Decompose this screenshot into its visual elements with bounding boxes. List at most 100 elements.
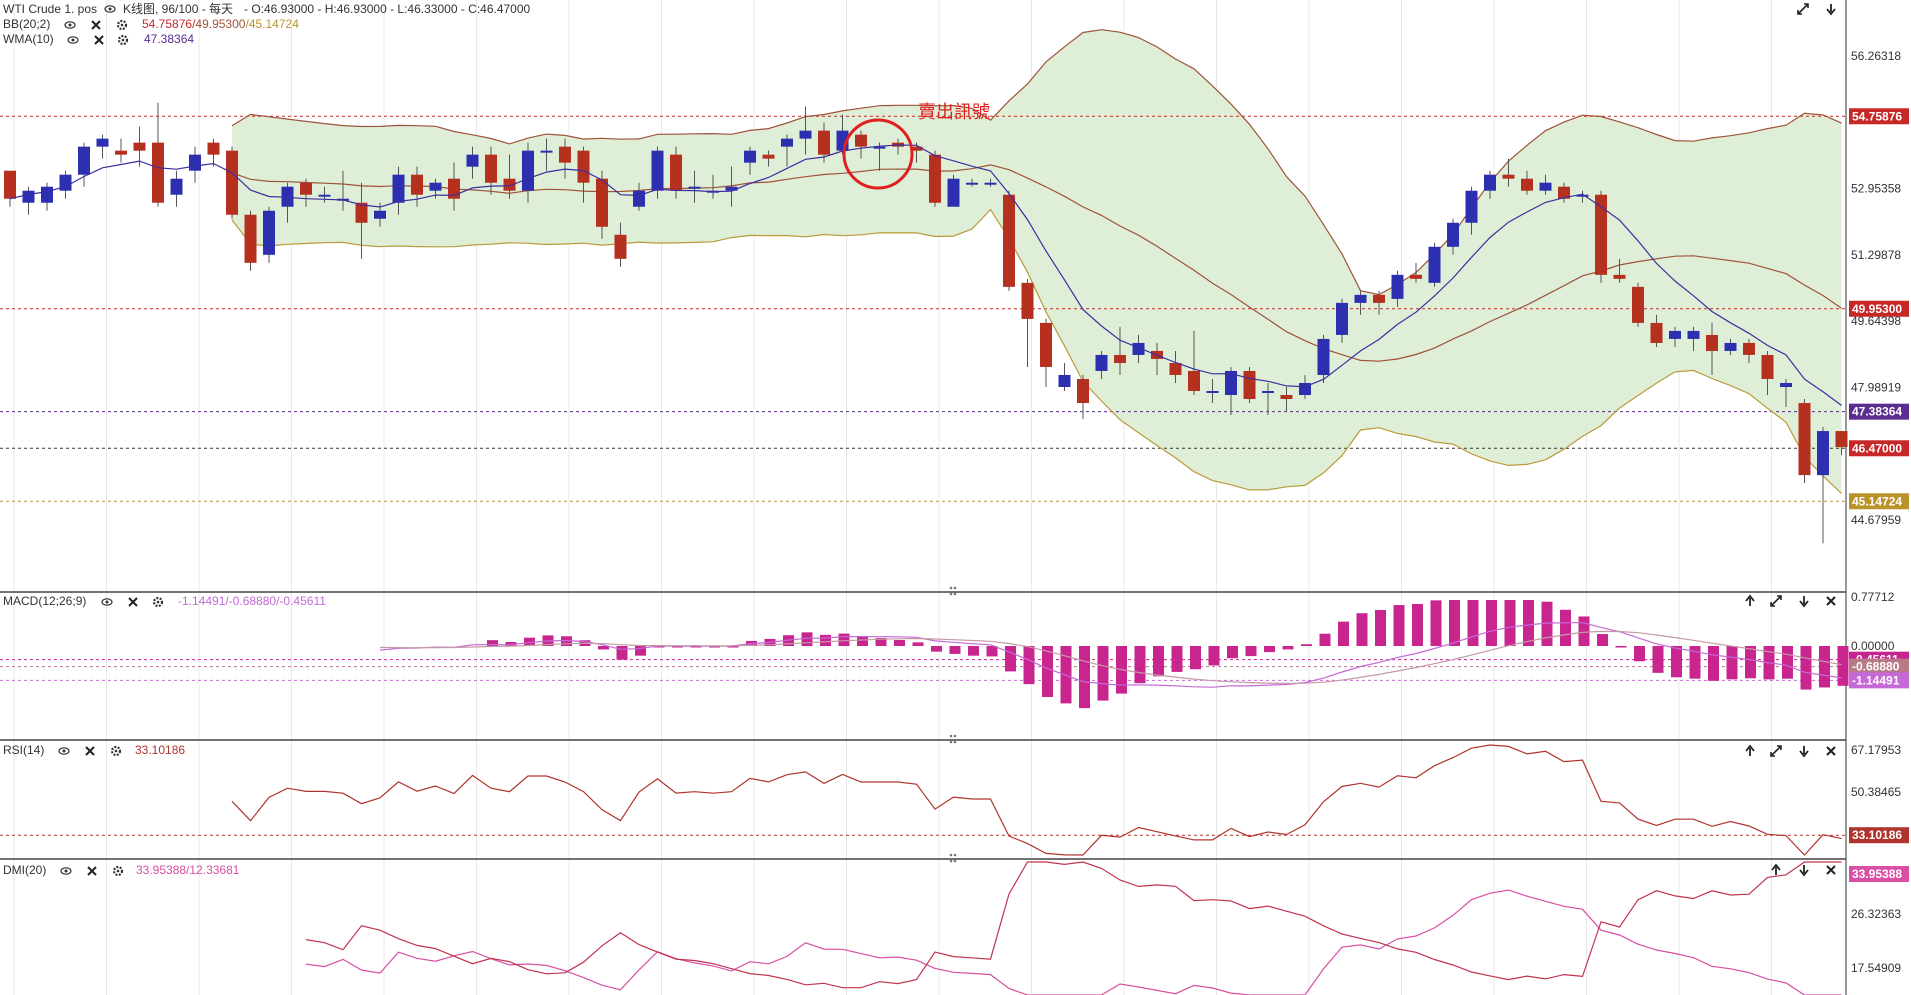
candle-body — [633, 190, 645, 207]
candle-body — [115, 150, 127, 155]
macd-histogram-bar — [1338, 621, 1349, 646]
eye-icon[interactable] — [101, 598, 113, 606]
candle — [1613, 258, 1626, 283]
dmi-values: 33.95388/12.33681 — [136, 863, 240, 877]
rsi-label: RSI(14) — [3, 743, 44, 757]
arrow-down-icon[interactable] — [1799, 746, 1809, 758]
rsi-value: 33.10186 — [135, 743, 185, 757]
price-tag: -1.14491 — [1849, 672, 1909, 689]
candle — [355, 182, 368, 259]
candle-body — [947, 178, 960, 207]
price-tick-label: 52.95358 — [1851, 182, 1901, 196]
macd-histogram-bar — [635, 646, 646, 656]
close-icon[interactable] — [1826, 596, 1836, 606]
macd-histogram-bar — [931, 646, 942, 652]
gear-icon[interactable] — [117, 34, 129, 46]
gear-icon[interactable] — [152, 596, 164, 608]
candle — [485, 146, 497, 195]
candle — [170, 170, 183, 207]
macd-histogram-bar — [1301, 644, 1312, 646]
eye-icon[interactable] — [64, 21, 76, 29]
bb-fill — [232, 29, 1842, 494]
macd-histogram-bar — [1153, 646, 1164, 677]
eye-icon[interactable] — [58, 747, 70, 755]
candle — [1743, 338, 1755, 363]
candle — [1336, 298, 1348, 343]
gear-icon[interactable] — [110, 745, 122, 757]
candle-body — [1484, 174, 1496, 191]
candle — [1502, 158, 1515, 187]
candle-body — [429, 182, 442, 191]
arrow-down-icon[interactable] — [1799, 596, 1809, 608]
candle — [1576, 190, 1589, 203]
bb-label: BB(20;2) — [3, 17, 50, 31]
close-icon[interactable] — [85, 746, 95, 756]
main-pane-controls — [1797, 3, 1836, 16]
wma-line — [9, 144, 1842, 406]
dmi-minus-path — [305, 861, 1842, 989]
candle-body — [503, 178, 516, 191]
expand-icon[interactable] — [1770, 595, 1782, 607]
close-icon[interactable] — [128, 597, 138, 607]
bb-upper-line — [231, 29, 1842, 296]
eye-icon[interactable] — [60, 867, 72, 875]
candle — [1040, 318, 1052, 387]
eye-icon[interactable] — [104, 5, 116, 13]
pane-resize-handles[interactable] — [949, 586, 957, 863]
candle-body — [392, 174, 405, 203]
price-tag: 49.95300 — [1849, 300, 1909, 317]
gear-icon[interactable] — [116, 19, 128, 31]
candle-body — [1410, 274, 1422, 279]
candle — [1095, 350, 1108, 379]
candle-body — [1058, 374, 1071, 387]
candle — [781, 134, 793, 167]
arrow-up-icon[interactable] — [1771, 863, 1781, 875]
macd-tick-label: 0.77712 — [1851, 590, 1895, 604]
eye-icon[interactable] — [67, 36, 79, 44]
candle — [1780, 378, 1792, 408]
dmi-tick-label: 26.32363 — [1851, 907, 1901, 921]
candle-body — [355, 202, 368, 223]
expand-icon[interactable] — [1797, 3, 1809, 15]
expand-icon[interactable] — [1770, 745, 1782, 757]
gear-icon[interactable] — [112, 865, 124, 877]
candle-body — [374, 210, 386, 219]
wma-path — [9, 144, 1842, 406]
candle — [300, 178, 312, 207]
candle — [4, 170, 16, 207]
candlestick-series — [4, 102, 1848, 544]
candle — [1761, 350, 1774, 396]
candle — [1558, 182, 1570, 203]
candle-body — [1021, 282, 1034, 319]
candle-body — [1798, 403, 1811, 476]
macd-lines — [379, 621, 1842, 688]
candle — [1188, 330, 1200, 396]
price-tick-label: 47.98919 — [1851, 380, 1901, 394]
macd-histogram-bar — [1486, 600, 1497, 646]
arrow-down-icon[interactable] — [1799, 865, 1809, 877]
macd-histogram-bar — [1134, 646, 1146, 684]
candle-body — [1502, 174, 1515, 179]
candle — [1539, 174, 1552, 195]
macd-histogram-bar — [1005, 646, 1016, 672]
arrow-up-icon[interactable] — [1745, 744, 1755, 756]
candle — [1835, 431, 1848, 456]
arrow-down-icon[interactable] — [1826, 4, 1836, 16]
dmi-label: DMI(20) — [3, 863, 46, 877]
candle-body — [670, 154, 682, 191]
macd-histogram-bar — [1597, 634, 1608, 646]
close-icon[interactable] — [1826, 865, 1836, 875]
macd-histogram-bar — [1079, 646, 1090, 709]
close-icon[interactable] — [91, 20, 101, 30]
candle — [1373, 290, 1385, 315]
candle-body — [725, 186, 738, 191]
candle — [762, 150, 775, 167]
close-icon[interactable] — [94, 35, 104, 45]
candle — [1706, 322, 1718, 375]
close-icon[interactable] — [87, 866, 97, 876]
candle-body — [651, 150, 664, 191]
close-icon[interactable] — [1826, 746, 1836, 756]
arrow-up-icon[interactable] — [1745, 594, 1755, 606]
candle — [818, 122, 830, 163]
